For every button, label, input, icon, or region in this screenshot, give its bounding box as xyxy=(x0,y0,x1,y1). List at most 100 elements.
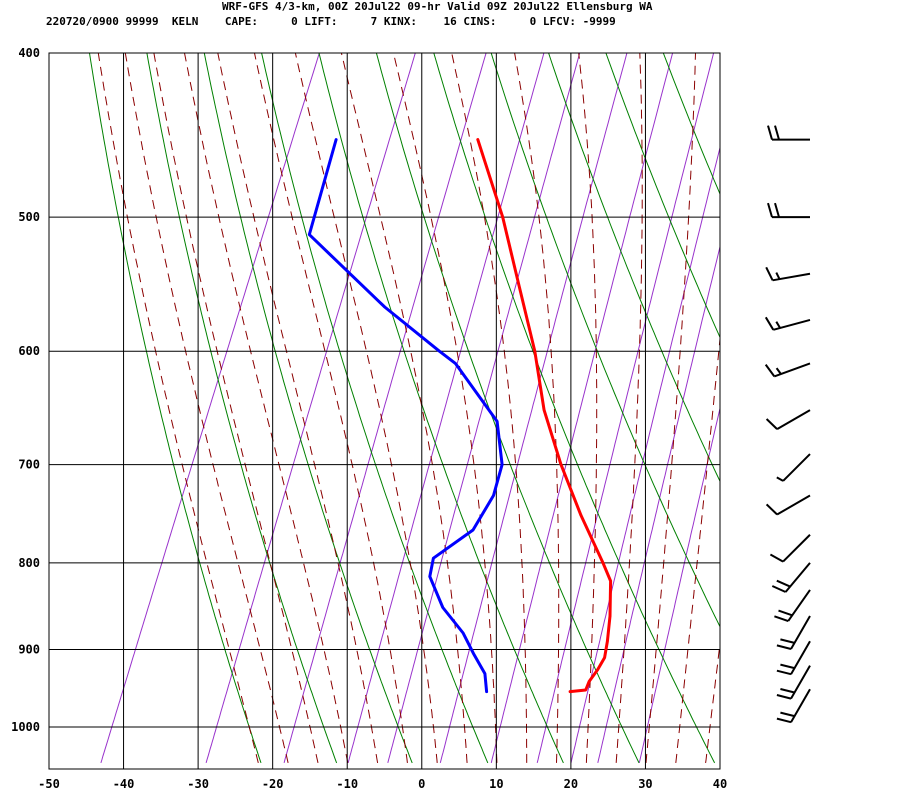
dry-adiabat-line xyxy=(717,44,900,763)
sounding-stats-line: 220720/0900 99999 KELN CAPE: 0 LIFT: 7 K… xyxy=(46,16,616,28)
station-id: KELN xyxy=(171,15,199,28)
lfcv-value: -9999 xyxy=(582,15,616,28)
wind-barb-half-feather xyxy=(775,272,781,280)
wind-barb xyxy=(765,494,811,516)
x-tick-label: -50 xyxy=(38,777,60,791)
wind-barb-feather xyxy=(765,418,778,430)
wind-barb-feather xyxy=(774,202,780,218)
wind-barb-feather xyxy=(780,688,795,694)
y-tick-label: 500 xyxy=(18,210,40,224)
wind-barbs xyxy=(764,125,811,724)
x-tick-label: -40 xyxy=(113,777,135,791)
mixing-ratio-line xyxy=(439,53,628,764)
plot-frame xyxy=(48,52,721,770)
wind-barb-staff xyxy=(776,494,811,516)
cins-value: 0 xyxy=(529,15,537,28)
wind-barb-feather xyxy=(769,553,784,563)
dry-adiabat-line xyxy=(318,53,564,764)
moist-adiabat-line xyxy=(253,53,408,763)
wind-barb xyxy=(764,316,811,331)
x-tick-label: -20 xyxy=(262,777,284,791)
x-tick-label: 10 xyxy=(489,777,503,791)
cape-value: 0 xyxy=(291,15,298,28)
dry-adiabat-line xyxy=(889,44,900,763)
wind-barb-feather xyxy=(765,503,778,516)
moist-adiabat-line xyxy=(340,53,468,763)
wind-barb-half-feather xyxy=(775,321,781,329)
mixing-ratio-lines xyxy=(100,53,720,764)
x-tick-label: 0 xyxy=(418,777,425,791)
moist-adiabat-line xyxy=(615,53,643,763)
wind-barb-feather xyxy=(780,663,795,670)
wind-barb xyxy=(776,688,811,724)
wind-barb-feather xyxy=(764,364,776,377)
wind-barb-feather xyxy=(776,579,791,588)
y-tick-labels: 400 500 600 700 800 900 1000 xyxy=(11,46,40,734)
wind-barb xyxy=(771,562,811,593)
dry-adiabat-line xyxy=(203,53,413,764)
mixing-ratio-line xyxy=(490,53,674,764)
mixing-ratio-line xyxy=(387,53,581,764)
wind-barb-feather xyxy=(771,585,787,593)
wind-barb-feather xyxy=(774,125,780,140)
mixing-ratio-line xyxy=(283,53,487,764)
grid-lines xyxy=(49,52,720,769)
moist-adiabat-line xyxy=(183,53,349,763)
station-number: 99999 xyxy=(125,15,159,28)
wind-barb-feather xyxy=(780,638,795,644)
wind-barb-feather xyxy=(764,316,775,331)
cins-label: CINS: xyxy=(463,15,497,28)
wind-barb-feather xyxy=(778,609,793,617)
moist-adiabat-line xyxy=(705,639,720,763)
wind-barb xyxy=(776,453,811,482)
dry-adiabat-line xyxy=(774,44,900,763)
dry-adiabat-line xyxy=(88,53,262,764)
moist-adiabat-line xyxy=(124,53,289,764)
wind-barb-feather xyxy=(780,711,795,718)
run-id: 220720/0900 xyxy=(46,15,119,28)
y-tick-label: 400 xyxy=(18,46,40,60)
y-tick-label: 1000 xyxy=(11,720,40,734)
wind-barb-half-feather xyxy=(776,476,784,482)
wind-barb xyxy=(765,266,811,282)
wind-barb-feather xyxy=(767,202,773,218)
moist-adiabat-line xyxy=(514,53,560,763)
mixing-ratio-line xyxy=(100,53,320,764)
dry-adiabat-line xyxy=(490,53,720,628)
wind-barb-feather xyxy=(776,717,792,724)
wind-barb xyxy=(765,409,811,430)
y-tick-label: 600 xyxy=(18,344,40,358)
wind-barb-half-feather xyxy=(775,367,782,375)
mixing-ratio-line xyxy=(205,53,416,764)
wind-barb xyxy=(776,665,811,700)
x-tick-label: -30 xyxy=(187,777,209,791)
moist-adiabat-line xyxy=(97,53,259,764)
wind-barb-feather xyxy=(776,694,792,700)
x-tick-label: 20 xyxy=(564,777,578,791)
dry-adiabat-line xyxy=(831,44,900,763)
moist-adiabat-line xyxy=(645,53,697,763)
moist-adiabat-line xyxy=(217,53,379,763)
wind-barb-feather xyxy=(776,669,792,676)
cape-label: CAPE: xyxy=(224,15,258,28)
dry-adiabat-line xyxy=(548,53,720,483)
moist-adiabat-line xyxy=(294,53,438,763)
wind-barb xyxy=(776,615,811,650)
wind-barb-staff xyxy=(776,409,811,430)
wind-barb xyxy=(769,534,811,563)
moist-adiabats xyxy=(97,53,720,764)
dry-adiabat-line xyxy=(261,53,489,764)
dry-adiabat-line xyxy=(375,53,640,764)
sounding-title: WRF-GFS 4/3-km, 00Z 20Jul22 09-hr Valid … xyxy=(222,0,653,13)
dewpoint-trace xyxy=(307,138,504,694)
lfcv-label: LFCV: xyxy=(542,15,576,28)
mixing-ratio-line xyxy=(638,406,720,764)
moist-adiabat-line xyxy=(675,333,720,763)
wind-barb-staff xyxy=(782,534,811,563)
kinx-value: 16 xyxy=(443,15,457,28)
wind-barb-feather xyxy=(767,125,773,140)
dry-adiabat-line xyxy=(605,53,720,339)
mixing-ratio-line xyxy=(597,244,720,764)
lift-label: LIFT: xyxy=(304,15,338,28)
wind-barb xyxy=(776,640,811,676)
